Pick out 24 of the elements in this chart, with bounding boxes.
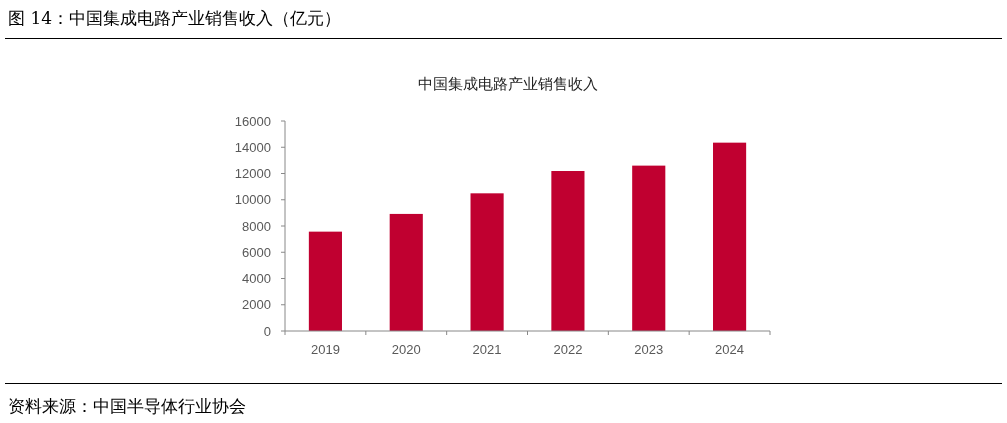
bar [308, 231, 342, 331]
x-tick-label: 2024 [715, 342, 745, 357]
bar [470, 193, 504, 331]
chart-title: 中国集成电路产业销售收入 [417, 75, 598, 92]
bar [713, 142, 747, 331]
x-tick-label: 2019 [310, 342, 340, 357]
bar [632, 165, 666, 331]
caption: 图 14：中国集成电路产业销售收入（亿元） [8, 8, 342, 28]
x-tick-label: 2021 [472, 342, 502, 357]
y-tick-label: 12000 [234, 166, 271, 181]
y-tick-label: 2000 [242, 297, 271, 313]
x-tick-label: 2023 [634, 342, 664, 357]
y-tick-label: 0 [263, 323, 271, 339]
text: 资料来源：中国半导体行业协会 [8, 396, 246, 416]
bar [551, 171, 585, 331]
y-tick-label: 8000 [242, 218, 271, 234]
y-tick-label: 16000 [234, 113, 271, 129]
y-tick-label: 10000 [234, 192, 271, 208]
bar [389, 213, 423, 331]
x-tick-label: 2022 [553, 342, 583, 357]
x-tick-label: 2020 [391, 342, 421, 357]
y-tick-label: 6000 [242, 244, 271, 260]
y-tick-label: 14000 [234, 139, 271, 155]
y-tick-label: 4000 [242, 271, 271, 286]
